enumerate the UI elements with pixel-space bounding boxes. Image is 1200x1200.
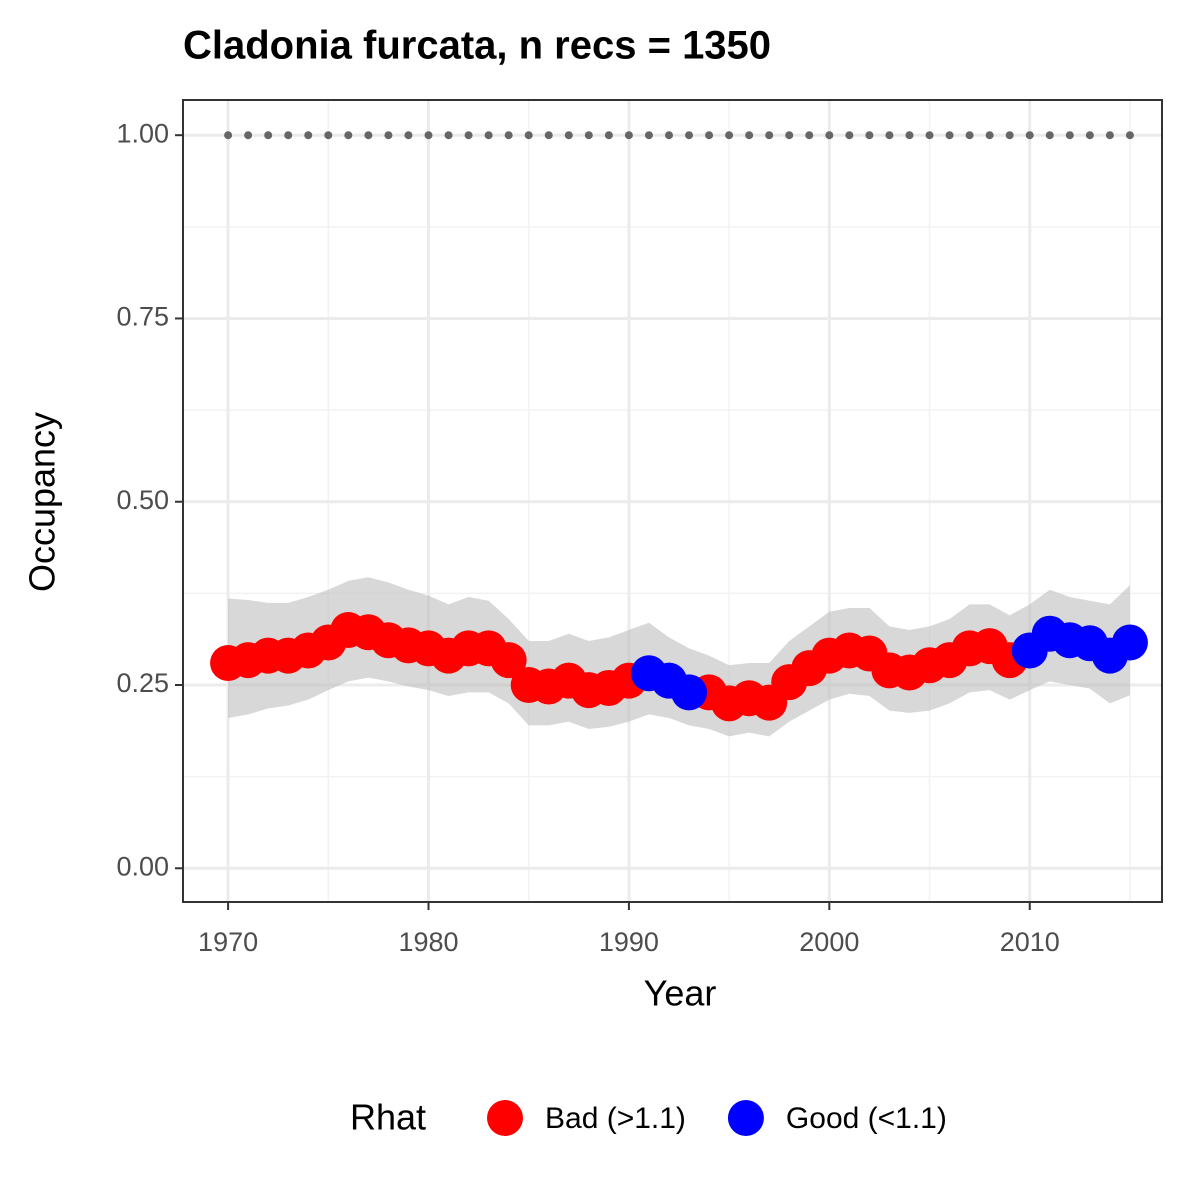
x-axis-label: Year (644, 973, 717, 1014)
reference-dot (224, 131, 233, 140)
reference-dot (1025, 131, 1034, 140)
reference-dot (1065, 131, 1074, 140)
y-tick-label: 1.00 (116, 118, 169, 148)
reference-dot (725, 131, 734, 140)
x-tick-label: 1970 (198, 927, 258, 957)
reference-dot (644, 131, 653, 140)
reference-dot (404, 131, 413, 140)
reference-dot (925, 131, 934, 140)
reference-dot (424, 131, 433, 140)
reference-dot (1045, 131, 1054, 140)
reference-dot (244, 131, 253, 140)
reference-dot (765, 131, 774, 140)
legend-label: Bad (>1.1) (545, 1102, 686, 1135)
reference-dot (825, 131, 834, 140)
reference-dot (584, 131, 593, 140)
reference-dot (444, 131, 453, 140)
reference-dot (705, 131, 714, 140)
reference-dot (945, 131, 954, 140)
reference-dot (745, 131, 754, 140)
legend-label: Good (<1.1) (786, 1102, 947, 1135)
point (490, 642, 527, 679)
reference-dot (965, 131, 974, 140)
reference-dot (845, 131, 854, 140)
reference-dot (1105, 131, 1114, 140)
reference-dot (364, 131, 373, 140)
reference-dot (1085, 131, 1094, 140)
x-tick-label: 1980 (398, 927, 458, 957)
point (1111, 624, 1148, 661)
reference-dot (344, 131, 353, 140)
x-tick-label: 2010 (1000, 927, 1060, 957)
reference-dot (885, 131, 894, 140)
y-tick-label: 0.50 (116, 485, 169, 515)
panel-border (182, 99, 1163, 903)
y-tick-label: 0.25 (116, 668, 169, 698)
legend-swatch (727, 1100, 764, 1136)
reference-dot (685, 131, 694, 140)
y-tick-label: 0.00 (116, 851, 169, 881)
reference-dot (604, 131, 613, 140)
y-tick-label: 0.75 (116, 302, 169, 332)
reference-dot (564, 131, 573, 140)
reference-dot (284, 131, 293, 140)
chart-title: Cladonia furcata, n recs = 1350 (183, 24, 771, 68)
reference-dot (464, 131, 473, 140)
reference-dot (324, 131, 333, 140)
reference-dot (1005, 131, 1014, 140)
reference-dot (805, 131, 814, 140)
y-axis-label: Occupancy (22, 412, 63, 592)
reference-dot (524, 131, 533, 140)
x-tick-label: 2000 (799, 927, 859, 957)
reference-dot (484, 131, 493, 140)
reference-dot (985, 131, 994, 140)
point (671, 674, 708, 711)
legend-swatch (487, 1100, 523, 1136)
reference-dot (544, 131, 553, 140)
reference-dot (785, 131, 794, 140)
reference-dot (624, 131, 633, 140)
reference-dot (264, 131, 273, 140)
reference-dot (865, 131, 874, 140)
confidence-band (228, 577, 1130, 737)
reference-dot (504, 131, 513, 140)
reference-dot (384, 131, 393, 140)
reference-dot (1125, 131, 1134, 140)
reference-dot (905, 131, 914, 140)
x-tick-label: 1990 (599, 927, 659, 957)
reference-dot (664, 131, 673, 140)
reference-dot (304, 131, 313, 140)
legend-title: Rhat (350, 1097, 426, 1138)
